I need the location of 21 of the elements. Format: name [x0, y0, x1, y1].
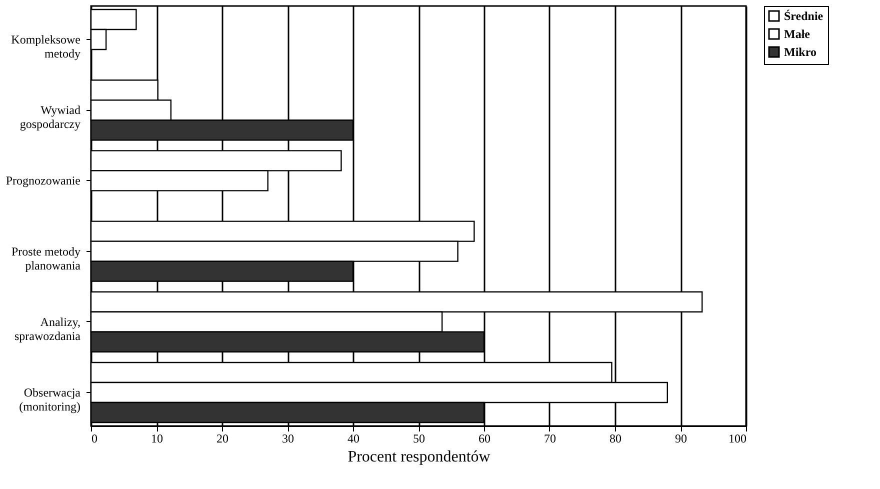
x-tick-label: 40 — [348, 432, 360, 446]
x-tick-label: 80 — [610, 432, 622, 446]
x-tick-label: 20 — [216, 432, 228, 446]
legend-label: Małe — [784, 27, 811, 41]
x-tick-label: 60 — [478, 432, 490, 446]
y-tick-label: Wywiad gospodarczy — [20, 103, 80, 132]
x-tick-label: 90 — [675, 432, 687, 446]
y-tick-label: Prognozowanie — [6, 174, 80, 188]
legend-label: Mikro — [784, 45, 816, 59]
x-axis-title: Procent respondentów — [348, 448, 491, 466]
x-tick-label: 50 — [413, 432, 425, 446]
y-tick-label: Kompleksowe metody — [11, 32, 80, 61]
y-tick-label: Proste metody planowania — [12, 244, 82, 272]
x-tick-label: 10 — [151, 432, 163, 446]
x-tick-label: 70 — [544, 432, 556, 446]
legend-label: Średnie — [784, 9, 824, 23]
y-tick-label: Analizy, sprawozdania — [14, 314, 82, 343]
x-tick-label: 100 — [728, 432, 746, 446]
x-tick-label: 30 — [282, 432, 294, 446]
x-tick-label: 0 — [92, 432, 98, 446]
y-tick-label: Obserwacja (monitoring) — [19, 385, 82, 414]
